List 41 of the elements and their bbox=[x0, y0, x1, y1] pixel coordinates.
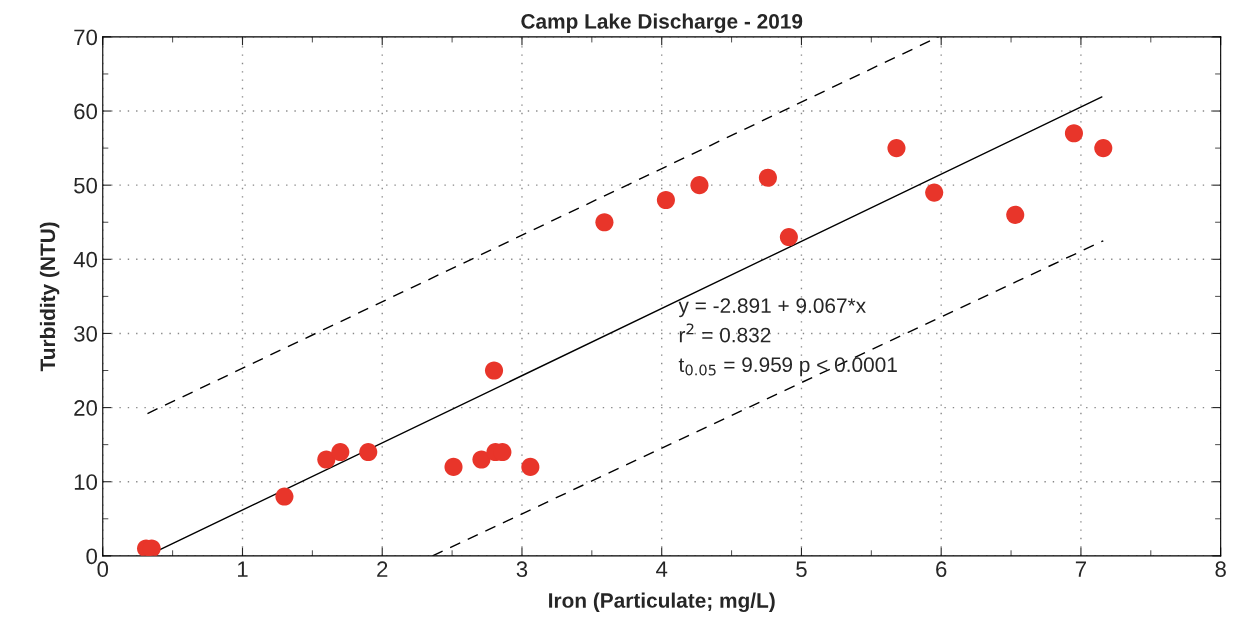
y-tick-label: 50 bbox=[74, 177, 98, 194]
point bbox=[275, 487, 294, 506]
x-tick-label: 4 bbox=[656, 561, 668, 577]
point bbox=[656, 190, 675, 210]
point bbox=[317, 450, 336, 469]
annotation: r$^{2}$ = 0.832 bbox=[679, 323, 771, 343]
point bbox=[444, 457, 463, 476]
point bbox=[472, 450, 491, 469]
point bbox=[1006, 205, 1025, 224]
point bbox=[521, 457, 540, 476]
x-tick-label: 6 bbox=[936, 561, 947, 578]
annotation: y = -2.891 + 9.067*x bbox=[678, 298, 866, 318]
annotation: t$_{0.05}$ = 9.959 p < 0.0001 bbox=[678, 357, 897, 377]
point bbox=[925, 183, 944, 202]
y-tick-label: 60 bbox=[74, 103, 98, 120]
x-tick-label: 7 bbox=[1075, 561, 1086, 577]
point bbox=[331, 443, 350, 462]
point bbox=[758, 168, 777, 187]
y-tick-label: 40 bbox=[73, 251, 98, 268]
x-tick-label: 5 bbox=[796, 561, 807, 578]
chart-title: Camp Lake Discharge - 2019 bbox=[521, 13, 803, 33]
x-tick-label: 0 bbox=[97, 561, 109, 578]
point bbox=[887, 139, 906, 158]
point bbox=[359, 443, 378, 462]
y-tick-label: 10 bbox=[74, 474, 98, 490]
x-axis-title: Iron (Particulate; mg/L) bbox=[549, 592, 775, 613]
point bbox=[1064, 124, 1083, 143]
y-axis-title: Turbidity (NTU) bbox=[39, 222, 60, 372]
point bbox=[484, 361, 504, 380]
y-tick-label: 30 bbox=[74, 325, 98, 342]
point bbox=[690, 176, 709, 195]
y-tick-label: 0 bbox=[86, 548, 98, 565]
x-tick-label: 1 bbox=[238, 561, 248, 577]
x-tick-label: 2 bbox=[377, 561, 388, 577]
y-tick-label: 70 bbox=[74, 29, 98, 46]
point bbox=[595, 213, 614, 232]
point bbox=[779, 228, 798, 247]
y-tick-label: 20 bbox=[74, 400, 98, 416]
x-tick-label: 8 bbox=[1215, 561, 1226, 578]
point bbox=[1094, 139, 1113, 158]
x-tick-label: 3 bbox=[516, 561, 528, 578]
